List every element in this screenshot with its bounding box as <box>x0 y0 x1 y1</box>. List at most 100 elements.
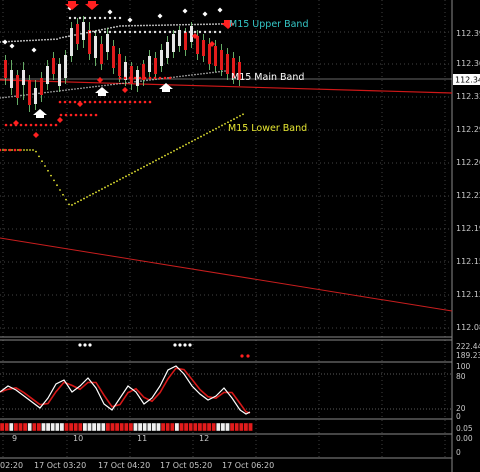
upper-band-point <box>125 24 127 27</box>
sell-dot <box>59 113 63 117</box>
histogram-block <box>50 422 55 432</box>
sell-dot <box>34 123 38 127</box>
main-band-point <box>179 75 181 78</box>
upper-band-point <box>164 24 166 26</box>
lower-band-point <box>224 122 226 125</box>
bull-candle <box>124 62 127 80</box>
sell-dot <box>133 100 137 104</box>
buy-dot <box>183 30 187 34</box>
histogram-block <box>128 422 134 432</box>
sell-dot <box>58 100 62 104</box>
buy-dot <box>203 30 207 34</box>
main-band-point <box>8 96 10 98</box>
upper-band-point <box>11 40 13 43</box>
price-axis[interactable]: 112.39 112.36 112.33 112.29 112.26 112.2… <box>453 29 480 332</box>
lower-band-point <box>65 198 67 201</box>
lower-band-point <box>233 118 235 120</box>
bear-candle <box>118 54 121 76</box>
sell-dot <box>128 100 132 104</box>
upper-band-point <box>200 23 202 26</box>
lower-band-point <box>221 124 223 127</box>
lower-band-line <box>0 113 244 206</box>
indicator-dot <box>78 343 82 347</box>
lower-band-label: M15 Lower Band <box>228 123 307 134</box>
subwindow-1-axis-bottom: 189.23 <box>456 351 480 360</box>
histogram-block <box>238 422 244 432</box>
red-diamond-marker <box>97 77 103 83</box>
main-band-point <box>209 72 211 74</box>
buy-dot <box>128 30 132 34</box>
lower-band-point <box>146 164 148 167</box>
lower-band-point <box>230 119 232 122</box>
main-band-point <box>212 71 214 74</box>
upper-band-point <box>122 25 124 27</box>
sell-dot <box>3 148 7 152</box>
buy-dot <box>103 30 107 34</box>
trend-line-upper[interactable] <box>0 79 453 94</box>
red-diamond-marker <box>77 101 83 107</box>
subwindow-3-histogram[interactable]: 9 10 11 12 0.05 0.00 0 <box>0 422 473 457</box>
lower-band-point <box>134 170 136 173</box>
upper-band-point <box>101 28 103 31</box>
lower-band-point <box>74 202 76 205</box>
histogram-block <box>156 422 161 432</box>
time-axis[interactable]: 02:20 17 Oct 03:20 17 Oct 04:20 17 Oct 0… <box>0 461 274 470</box>
lower-band-point <box>209 130 211 133</box>
lower-band-point <box>143 165 145 168</box>
upper-band-point <box>14 40 16 43</box>
sell-dot <box>29 123 33 127</box>
bear-candle <box>52 58 55 74</box>
lower-band-point <box>44 165 46 167</box>
subwindow-2-oscillator[interactable]: 100 80 20 0 <box>0 362 471 421</box>
sell-arrow <box>221 20 235 29</box>
upper-band-point <box>56 38 58 41</box>
upper-band-point <box>20 40 22 42</box>
sell-dot <box>64 113 68 117</box>
upper-band-point <box>65 35 67 38</box>
upper-band-point <box>110 26 112 29</box>
buy-dot <box>123 30 127 34</box>
sell-dot <box>123 76 127 80</box>
upper-band-point <box>170 24 172 26</box>
buy-dot <box>98 30 102 34</box>
lower-band-point <box>206 132 208 135</box>
sell-dot <box>94 113 98 117</box>
buy-dot <box>188 30 192 34</box>
lower-band-point <box>173 149 175 152</box>
main-band-point <box>83 87 85 89</box>
subwindow-1-indicator[interactable]: 222.44 189.23 <box>78 342 480 360</box>
lower-band-point <box>104 186 106 189</box>
main-band-point <box>188 74 190 77</box>
histogram-block <box>100 422 106 432</box>
main-band-point <box>197 73 199 76</box>
bull-candle <box>82 22 85 40</box>
sell-dot <box>44 123 48 127</box>
day-label: 12 <box>199 434 209 443</box>
histogram-block <box>192 422 198 432</box>
upper-band-point <box>29 39 31 42</box>
upper-band-point <box>8 40 10 43</box>
buy-dot <box>168 30 172 34</box>
histogram-block <box>211 422 217 432</box>
bear-candle <box>100 44 103 64</box>
main-band-point <box>71 88 73 91</box>
sell-dot <box>18 148 22 152</box>
diamond-marker <box>2 39 8 45</box>
lower-band-point <box>110 183 112 186</box>
upper-band-point <box>17 40 19 42</box>
sell-dot <box>84 113 88 117</box>
buy-dot <box>88 30 92 34</box>
trend-line-lower[interactable] <box>0 237 453 312</box>
sell-dot <box>9 123 13 127</box>
price-tick: 112.39 <box>456 29 480 38</box>
main-band-point <box>74 88 76 90</box>
upper-band-point <box>215 23 217 25</box>
lower-band-point <box>17 149 19 151</box>
main-band-point <box>185 74 187 77</box>
histogram-block <box>110 422 115 432</box>
indicator-dot <box>188 343 192 347</box>
sell-dot <box>113 100 117 104</box>
bear-candle <box>184 32 187 50</box>
bull-candle <box>190 26 193 42</box>
